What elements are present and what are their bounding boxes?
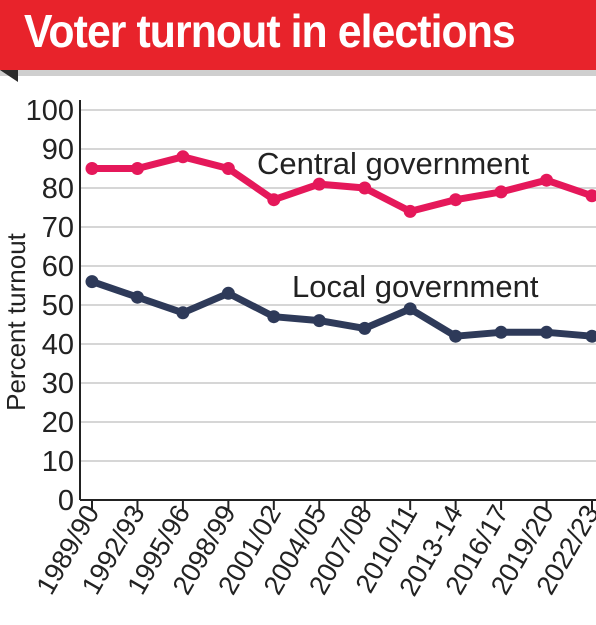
data-point-local-government [358,321,372,335]
data-point-central-government [540,173,554,187]
data-point-central-government [267,193,281,207]
data-point-central-government [221,162,235,175]
gridlines [80,109,596,462]
y-tick-labels: 0 10 20 30 40 50 60 70 80 90 100 [26,95,74,517]
y-tick-label: 40 [42,329,74,361]
data-point-central-government [176,150,190,164]
data-point-central-government [130,162,144,175]
data-point-central-government [85,162,99,175]
data-point-central-government [358,181,372,195]
y-tick-label: 60 [42,251,74,283]
y-tick-label: 30 [42,368,74,400]
title-banner-shadow [0,70,596,76]
y-tick-label: 90 [42,134,74,166]
data-point-local-government [540,325,554,339]
series-label-local-government: Local government [292,269,539,304]
y-tick-label: 80 [42,173,74,205]
title-banner [0,0,596,70]
x-tick-labels: 1989/901992/931995/962098/992001/022004/… [30,500,596,601]
data-point-local-government [130,290,144,304]
y-tick-label: 0 [58,485,74,517]
chart-title: Voter turnout in elections [24,5,516,57]
axes [79,100,596,510]
data-point-local-government [267,310,281,324]
data-point-central-government [585,189,596,203]
data-point-local-government [221,286,235,300]
data-point-local-government [585,329,596,343]
data-point-local-government [176,306,190,320]
series-line-central-government [88,153,596,215]
y-tick-label: 20 [42,407,74,439]
data-point-central-government [494,185,508,199]
y-tick-label: 50 [42,290,74,322]
data-point-local-government [312,314,326,328]
data-point-local-government [449,329,463,343]
y-tick-label: 100 [26,95,74,127]
y-tick-label: 10 [42,446,74,478]
data-point-local-government [85,275,99,289]
data-point-local-government [403,302,417,316]
data-point-central-government [312,177,326,191]
series-line-local-government [88,278,596,340]
data-point-local-government [494,325,508,339]
y-tick-label: 70 [42,212,74,244]
series-label-central-government: Central government [257,146,530,181]
title-banner-fold [0,70,18,82]
data-point-central-government [403,204,417,218]
y-axis-label: Percent turnout [1,232,31,411]
data-point-central-government [449,193,463,207]
series [85,150,596,343]
